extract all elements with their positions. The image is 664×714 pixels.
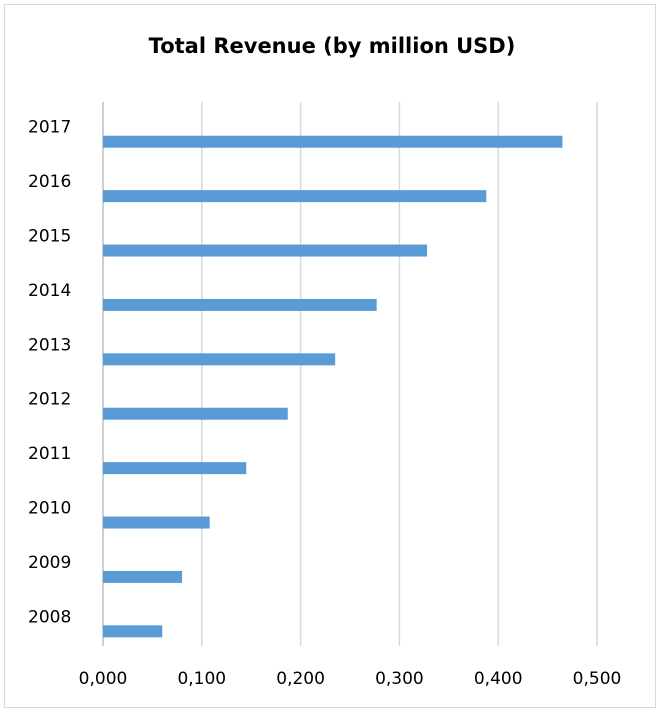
y-tick-label: 2012 (28, 390, 71, 410)
bars (103, 135, 563, 638)
bar-2014 (103, 298, 377, 311)
y-tick-label: 2015 (28, 227, 71, 247)
chart-title: Total Revenue (by million USD) (148, 34, 516, 58)
x-tick-label: 0,400 (474, 669, 523, 689)
x-tick-label: 0,100 (177, 669, 226, 689)
y-tick-label: 2014 (28, 281, 71, 301)
x-tick-label: 0,200 (276, 669, 325, 689)
y-tick-label: 2017 (28, 118, 71, 138)
bar-2008 (103, 625, 163, 638)
y-tick-label: 2016 (28, 172, 71, 192)
bar-2009 (103, 570, 183, 583)
bar-2010 (103, 516, 210, 529)
bar-2017 (103, 135, 563, 148)
x-tick-label: 0,500 (573, 669, 622, 689)
y-tick-labels: 2008 2009 2010 2011 2012 2013 2014 2015 2016 2017 (28, 118, 71, 628)
x-tick-label: 0,300 (375, 669, 424, 689)
y-tick-label: 2013 (28, 335, 71, 355)
y-tick-label: 2010 (28, 499, 71, 519)
y-tick-label: 2011 (28, 444, 71, 464)
bar-2016 (103, 190, 487, 203)
bar-2013 (103, 353, 336, 366)
bar-2012 (103, 407, 288, 420)
bar-2015 (103, 244, 428, 257)
bar-2011 (103, 462, 247, 475)
y-tick-label: 2008 (28, 607, 71, 627)
y-tick-label: 2009 (28, 553, 71, 573)
x-tick-labels: 0,000 0,100 0,200 0,300 0,400 0,500 (79, 669, 622, 689)
gridlines (102, 102, 598, 646)
x-tick-label: 0,000 (79, 669, 128, 689)
